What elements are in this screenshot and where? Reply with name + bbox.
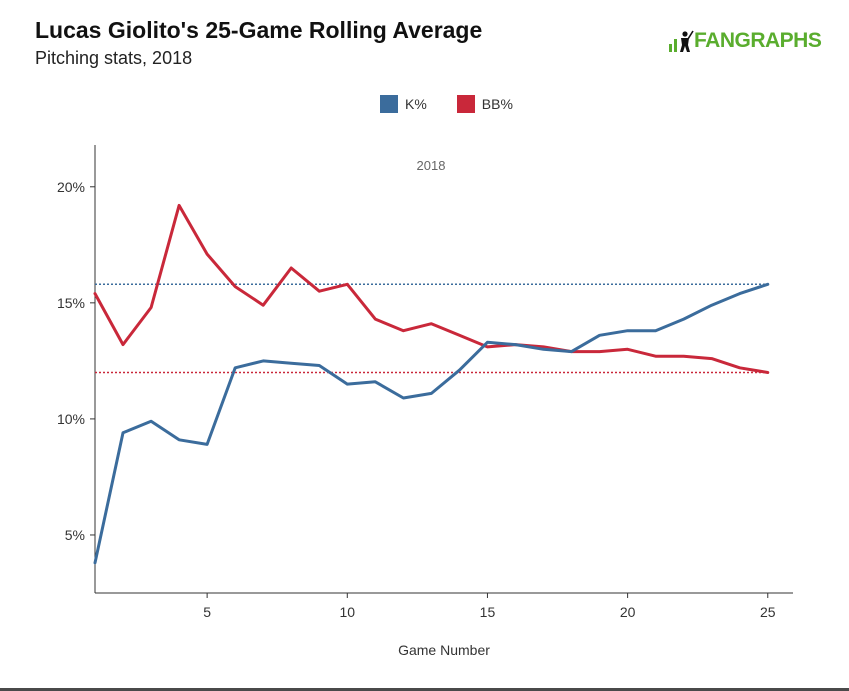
x-axis-label: Game Number [398, 642, 490, 658]
legend-swatch-k [380, 95, 398, 113]
legend-label-bb: BB% [481, 96, 513, 112]
series-line-k [93, 282, 770, 565]
x-tick-label: 20 [620, 604, 636, 620]
legend: K% BB% [380, 94, 543, 114]
x-tick-label: 10 [340, 604, 356, 620]
y-tick-label: 20% [57, 179, 85, 195]
season-annotation: 2018 [417, 158, 446, 173]
chart-subtitle: Pitching stats, 2018 [35, 48, 193, 68]
y-tick-label: 10% [57, 411, 85, 427]
fangraphs-logo[interactable]: FANGRAPHS [668, 28, 822, 54]
y-tick-label: 15% [57, 295, 85, 311]
series-line-bb [93, 203, 770, 374]
x-tick-label: 25 [760, 604, 776, 620]
legend-item-bb[interactable]: BB% [456, 95, 513, 113]
x-tick-label: 15 [480, 604, 496, 620]
x-tick-label: 5 [203, 604, 211, 620]
legend-label-k: K% [405, 96, 427, 112]
batter-icon [669, 30, 694, 52]
logo-text: FANGRAPHS [694, 29, 822, 52]
legend-item-k[interactable]: K% [380, 95, 427, 113]
bottom-rule [0, 688, 849, 691]
legend-swatch-bb [456, 95, 475, 113]
chart-title: Lucas Giolito's 25-Game Rolling Average [35, 17, 483, 43]
y-tick-label: 5% [65, 527, 85, 543]
